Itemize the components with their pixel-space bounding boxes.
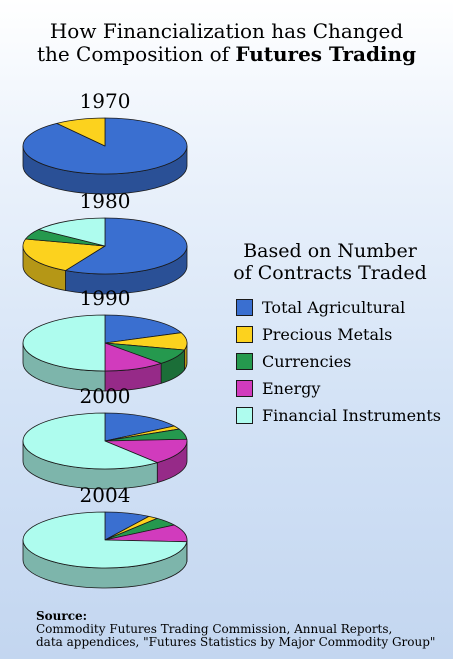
pie-slice-1990-4	[22, 314, 106, 372]
pie-slice-1980-1	[22, 238, 106, 271]
title-line-2-prefix: the Composition of	[36, 42, 236, 66]
legend: Total Agricultural Precious Metals Curre…	[236, 294, 441, 429]
pie-1980: 1980	[22, 189, 188, 295]
legend-item-total-agricultural: Total Agricultural	[236, 294, 441, 321]
source-heading: Source:	[36, 609, 88, 623]
legend-item-energy: Energy	[236, 375, 441, 402]
source-line-2: data appendices, "Futures Statistics by …	[36, 635, 436, 649]
legend-title-line-1: Based on Number	[243, 240, 417, 262]
legend-label: Currencies	[262, 352, 352, 371]
pie-slice-2000-4	[22, 412, 158, 470]
pie-year-label: 1970	[80, 89, 131, 113]
pie-slice-1980-0	[65, 217, 188, 275]
legend-label: Energy	[262, 379, 321, 398]
pie-slice-2004-4	[22, 511, 188, 569]
legend-item-precious-metals: Precious Metals	[236, 321, 441, 348]
legend-swatch	[236, 353, 253, 370]
chart-title: How Financialization has Changed the Com…	[0, 20, 453, 66]
title-line-2-bold: Futures Trading	[235, 42, 417, 66]
legend-swatch	[236, 299, 253, 316]
pie-year-label: 2004	[80, 483, 131, 507]
pie-1970: 1970	[22, 89, 188, 195]
pie-slice-1990-3	[104, 342, 162, 372]
pie-slice-2000-0	[104, 412, 175, 442]
legend-swatch	[236, 326, 253, 343]
pie-slice-2000-3	[104, 438, 188, 463]
title-line-1: How Financialization has Changed	[49, 19, 404, 43]
pie-year-label: 2000	[80, 384, 131, 408]
pie-slice-1980-4	[38, 217, 106, 247]
legend-title: Based on Number of Contracts Traded	[228, 240, 432, 284]
pie-year-label: 1980	[80, 189, 131, 213]
legend-label: Total Agricultural	[262, 298, 406, 317]
pie-1990: 1990	[22, 286, 188, 392]
title-line-2: the Composition of Futures Trading	[0, 43, 453, 66]
pie-2000: 2000	[22, 384, 188, 490]
legend-title-line-2: of Contracts Traded	[233, 262, 427, 284]
pie-slice-1990-0	[104, 314, 182, 344]
pie-2004: 2004	[22, 483, 188, 589]
legend-item-currencies: Currencies	[236, 348, 441, 375]
source-line-1: Commodity Futures Trading Commission, An…	[36, 622, 393, 636]
legend-label: Precious Metals	[262, 325, 393, 344]
legend-swatch	[236, 407, 253, 424]
legend-label: Financial Instruments	[262, 406, 441, 425]
source-note: Source: Commodity Futures Trading Commis…	[36, 610, 446, 649]
pie-slice-1970-1	[56, 117, 106, 147]
legend-item-financial-instruments: Financial Instruments	[236, 402, 441, 429]
legend-swatch	[236, 380, 253, 397]
pie-year-label: 1990	[80, 286, 131, 310]
